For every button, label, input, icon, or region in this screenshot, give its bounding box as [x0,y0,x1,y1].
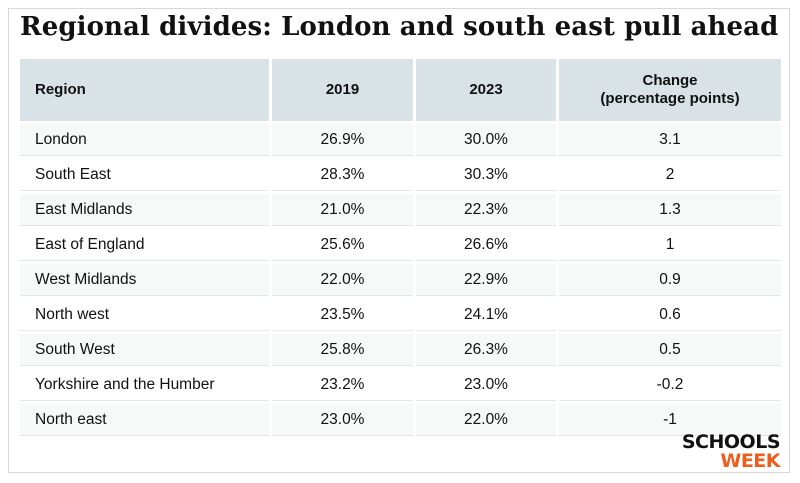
change-header-line1: Change [642,72,698,89]
table-row: South West 25.8% 26.3% 0.5 [20,334,781,366]
cell-change: 1 [559,229,781,261]
column-header-2019: 2019 [272,59,413,121]
cell-2023: 22.9% [416,264,556,296]
cell-change: 3.1 [559,124,781,156]
table-row: London 26.9% 30.0% 3.1 [20,124,781,156]
cell-region: Yorkshire and the Humber [20,369,269,401]
cell-change: 0.9 [559,264,781,296]
cell-2019: 23.0% [272,404,413,436]
cell-2019: 23.2% [272,369,413,401]
cell-change: 0.6 [559,299,781,331]
cell-2019: 25.6% [272,229,413,261]
cell-2019: 21.0% [272,194,413,226]
cell-2019: 25.8% [272,334,413,366]
logo-line-week: WEEK [720,450,780,472]
table-row: West Midlands 22.0% 22.9% 0.9 [20,264,781,296]
cell-region: East of England [20,229,269,261]
page-title: Regional divides: London and south east … [20,12,779,42]
cell-2023: 22.0% [416,404,556,436]
logo-line-schools: SCHOOLS [681,431,781,453]
cell-region: London [20,124,269,156]
cell-change: 2 [559,159,781,191]
column-header-change: Change (percentage points) [559,59,781,121]
table-header-row: Region 2019 2023 Change (percentage poin… [20,59,781,121]
cell-2023: 26.6% [416,229,556,261]
table-row: East Midlands 21.0% 22.3% 1.3 [20,194,781,226]
cell-region: East Midlands [20,194,269,226]
cell-2023: 30.0% [416,124,556,156]
table-row: East of England 25.6% 26.6% 1 [20,229,781,261]
cell-2023: 30.3% [416,159,556,191]
cell-2019: 22.0% [272,264,413,296]
cell-change: -0.2 [559,369,781,401]
cell-2023: 26.3% [416,334,556,366]
cell-change: 1.3 [559,194,781,226]
cell-change: -1 [559,404,781,436]
cell-region: South West [20,334,269,366]
cell-region: South East [20,159,269,191]
cell-2019: 26.9% [272,124,413,156]
cell-change: 0.5 [559,334,781,366]
cell-region: West Midlands [20,264,269,296]
cell-region: North west [20,299,269,331]
cell-2023: 22.3% [416,194,556,226]
schools-week-logo: SCHOOLS WEEK [681,431,781,472]
data-table: Region 2019 2023 Change (percentage poin… [17,56,784,439]
cell-region: North east [20,404,269,436]
cell-2023: 23.0% [416,369,556,401]
cell-2019: 28.3% [272,159,413,191]
column-header-region: Region [20,59,269,121]
table-row: South East 28.3% 30.3% 2 [20,159,781,191]
change-header-line2: (percentage points) [600,90,740,107]
table-row: Yorkshire and the Humber 23.2% 23.0% -0.… [20,369,781,401]
table-row: North west 23.5% 24.1% 0.6 [20,299,781,331]
cell-2019: 23.5% [272,299,413,331]
column-header-2023: 2023 [416,59,556,121]
table-row: North east 23.0% 22.0% -1 [20,404,781,436]
cell-2023: 24.1% [416,299,556,331]
